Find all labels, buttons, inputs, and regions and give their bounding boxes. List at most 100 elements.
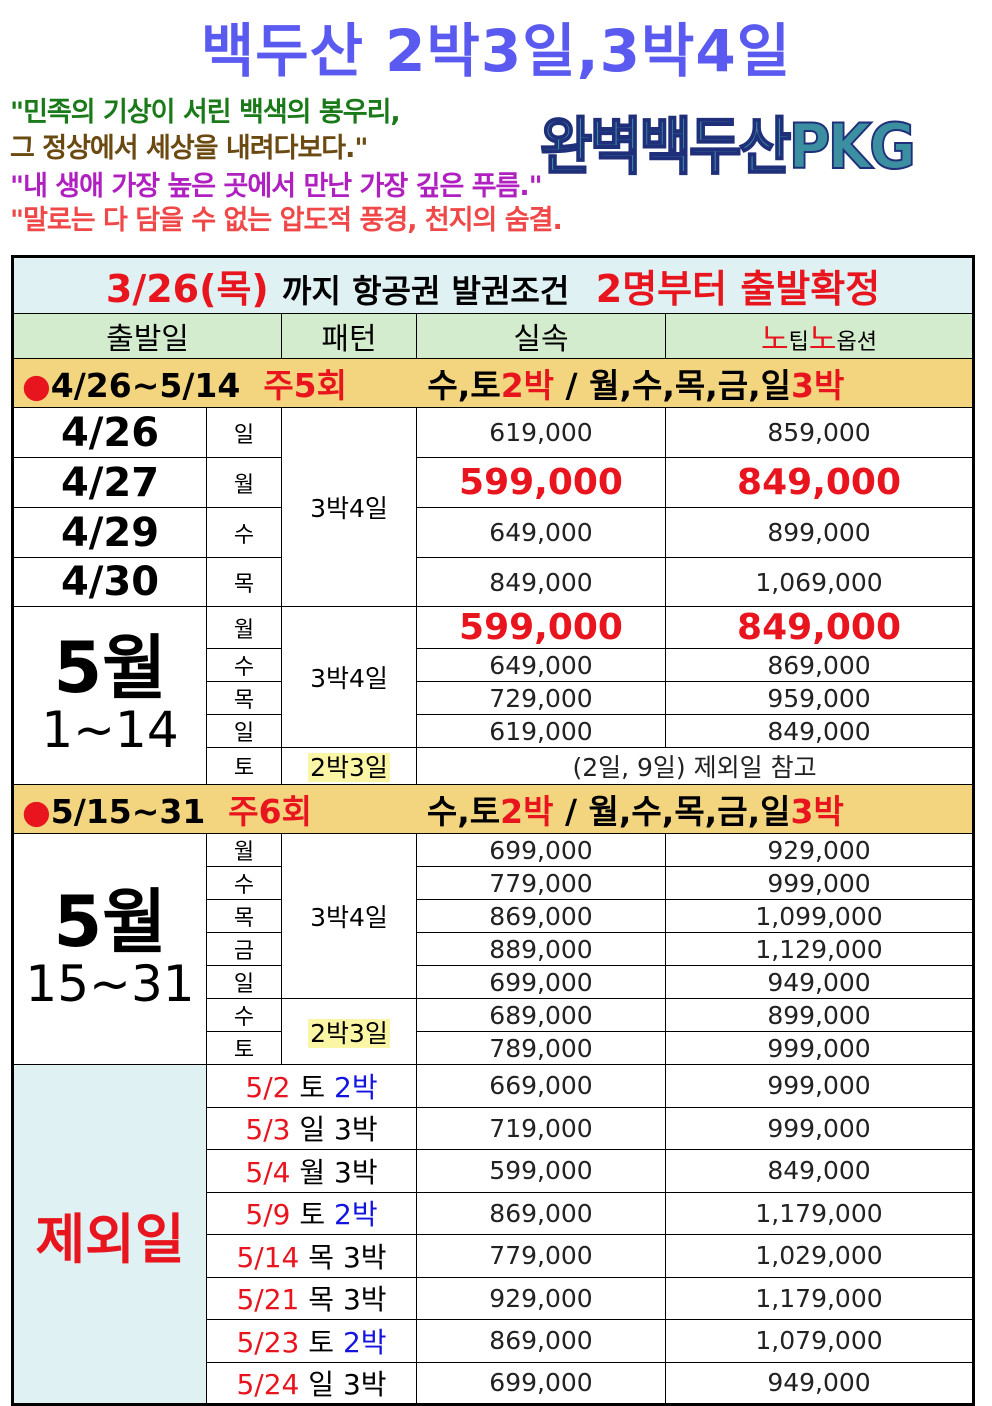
header-pattern: 패턴 <box>281 313 417 359</box>
option-price: 1,069,000 <box>664 557 975 607</box>
option-price: 1,099,000 <box>664 899 975 933</box>
price: 599,000 <box>416 1149 666 1193</box>
option-price: 869,000 <box>664 648 975 682</box>
option-price: 849,000 <box>664 457 975 508</box>
price: 699,000 <box>416 833 666 867</box>
booking-banner: 3/26(목) 까지 항공권 발권조건 2명부터 출발확정 <box>11 256 975 314</box>
weekday: 수 <box>206 507 282 558</box>
price: 649,000 <box>416 507 666 558</box>
weekday: 금 <box>206 932 282 966</box>
date: 4/30 <box>12 557 207 607</box>
table-row: 5/4 월 3박 599,000 849,000 <box>13 1149 975 1193</box>
option-price: 999,000 <box>664 1106 975 1150</box>
price: 849,000 <box>416 557 666 607</box>
option-price: 999,000 <box>664 1031 975 1065</box>
excluded-date: 5/2 토 2박 <box>206 1064 417 1108</box>
option-price: 1,179,000 <box>664 1276 975 1320</box>
page-title: 백두산 2박3일,3박4일 <box>200 17 792 85</box>
excluded-date: 5/14 목 3박 <box>206 1234 417 1278</box>
quote-2: 그 정상에서 세상을 내려다보다." <box>10 133 368 164</box>
section-header-1: ●4/26~5/14 주5회 수,토2박 / 월,수,목,금,일3박 <box>11 358 975 408</box>
price: 619,000 <box>416 714 666 748</box>
option-price: 999,000 <box>664 866 975 900</box>
header-option: 노팁노옵션 <box>664 313 975 359</box>
price: 779,000 <box>416 1234 666 1278</box>
table-row: 5/23 토 2박 869,000 1,079,000 <box>13 1319 975 1363</box>
option-price: 849,000 <box>664 714 975 748</box>
option-price: 999,000 <box>664 1064 975 1108</box>
table-row: 5월 1~14 월 3박4일 599,000 849,000 <box>12 606 975 785</box>
date: 4/27 <box>12 457 207 508</box>
option-price: 849,000 <box>664 1149 975 1193</box>
price: 869,000 <box>416 1319 666 1363</box>
pattern: 2박3일 <box>308 753 390 782</box>
option-price: 929,000 <box>664 833 975 867</box>
excluded-date: 5/3 일 3박 <box>206 1106 417 1150</box>
date: 4/26 <box>12 407 207 458</box>
pattern: 3박4일 <box>281 606 417 748</box>
price: 699,000 <box>416 1361 666 1405</box>
weekday: 수 <box>206 998 282 1032</box>
option-price: 949,000 <box>664 1361 975 1405</box>
table-row: 일 619,000 849,000 <box>13 714 975 748</box>
option-price: 899,000 <box>664 998 975 1032</box>
option-price: 859,000 <box>664 407 975 458</box>
weekday: 토 <box>206 747 282 785</box>
weekday: 목 <box>206 899 282 933</box>
weekday: 월 <box>206 833 282 867</box>
deadline-date: 3/26(목) <box>105 267 269 311</box>
deadline-text: 까지 항공권 발권조건 <box>282 272 570 310</box>
option-price: 849,000 <box>664 606 975 649</box>
weekday: 수 <box>206 648 282 682</box>
excluded-date: 5/23 토 2박 <box>206 1319 417 1363</box>
price: 929,000 <box>416 1276 666 1320</box>
price: 789,000 <box>416 1031 666 1065</box>
table-row: 일 699,000 949,000 <box>13 965 975 999</box>
price: 599,000 <box>416 606 666 649</box>
weekday: 목 <box>206 557 282 607</box>
table-row: 토 2박3일 (2일, 9일) 제외일 참고 <box>13 747 975 785</box>
option-price: 1,079,000 <box>664 1319 975 1363</box>
price: 619,000 <box>416 407 666 458</box>
note: (2일, 9일) 제외일 참고 <box>415 747 975 785</box>
table-row: 금 889,000 1,129,000 <box>13 932 975 966</box>
quote-3: "내 생애 가장 높은 곳에서 만난 가장 깊은 푸름." <box>10 171 543 202</box>
option-price: 899,000 <box>664 507 975 558</box>
pattern: 3박4일 <box>281 407 417 607</box>
header-price: 실속 <box>416 313 666 359</box>
weekday: 토 <box>206 1031 282 1065</box>
table-row: 5/3 일 3박 719,000 999,000 <box>13 1106 975 1150</box>
weekday: 일 <box>206 407 282 458</box>
excluded-date: 5/24 일 3박 <box>206 1361 417 1405</box>
weekday: 목 <box>206 681 282 715</box>
price: 889,000 <box>416 932 666 966</box>
table-row: 5월 15~31 월 3박4일 699,000 929,000 <box>12 833 975 1065</box>
table-row: 4/26 일 3박4일 619,000 859,000 <box>12 407 975 607</box>
price: 719,000 <box>416 1106 666 1150</box>
header-date: 출발일 <box>12 313 282 359</box>
excluded-date: 5/9 토 2박 <box>206 1191 417 1235</box>
month-block: 5월 1~14 <box>12 606 207 785</box>
excluded-date: 5/4 월 3박 <box>206 1149 417 1193</box>
month-block: 5월 15~31 <box>12 833 207 1065</box>
quote-4: "말로는 다 담을 수 없는 압도적 풍경, 천지의 숨결. <box>10 205 563 236</box>
price: 729,000 <box>416 681 666 715</box>
price: 869,000 <box>416 1191 666 1235</box>
table-row: 제외일 5/2 토 2박 669,000 999,000 <box>12 1064 975 1405</box>
price: 689,000 <box>416 998 666 1032</box>
price-table: 3/26(목) 까지 항공권 발권조건 2명부터 출발확정 출발일 패턴 실속 … <box>11 255 976 1406</box>
section-header-2: ●5/15~31 주6회 수,토2박 / 월,수,목,금,일3박 <box>11 784 975 834</box>
pattern: 2박3일 <box>308 1018 390 1048</box>
table-row: 토 789,000 999,000 <box>13 1031 975 1065</box>
price: 599,000 <box>416 457 666 508</box>
option-price: 1,129,000 <box>664 932 975 966</box>
table-row: 5/21 목 3박 929,000 1,179,000 <box>13 1276 975 1320</box>
brand-logo: 완벽백두산PKG <box>539 109 917 184</box>
price: 779,000 <box>416 866 666 900</box>
table-row: 4/30 목 849,000 1,069,000 <box>12 557 975 607</box>
weekday: 일 <box>206 714 282 748</box>
table-row: 수 649,000 869,000 <box>13 648 975 682</box>
table-row: 수 779,000 999,000 <box>13 866 975 900</box>
weekday: 일 <box>206 965 282 999</box>
price: 869,000 <box>416 899 666 933</box>
